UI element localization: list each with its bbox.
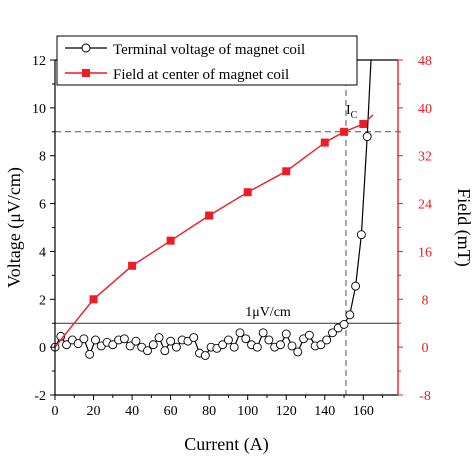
- threshold-label: 1μV/cm: [245, 305, 291, 320]
- y-left-tick-label: 4: [39, 245, 46, 260]
- y-right-tick-label: -8: [419, 389, 431, 404]
- voltage-point: [351, 281, 361, 291]
- annotations: IC 1μV/cm: [245, 103, 357, 320]
- x-tick-label: 120: [276, 404, 297, 419]
- voltage-point: [171, 342, 181, 352]
- field-point: [340, 127, 349, 136]
- voltage-point: [189, 333, 199, 343]
- voltage-point: [287, 341, 297, 351]
- voltage-point: [131, 336, 141, 346]
- y-right-tick-label: 8: [422, 293, 429, 308]
- x-tick-label: 0: [52, 404, 59, 419]
- y-right-axis-title: Field (mT): [453, 188, 474, 267]
- y-right-tick-label: 16: [418, 245, 432, 260]
- voltage-point: [276, 340, 285, 350]
- voltage-point: [264, 335, 274, 345]
- voltage-point: [200, 351, 210, 360]
- field-point: [128, 261, 137, 270]
- voltage-point: [143, 346, 152, 356]
- ic-label-main: I: [346, 103, 351, 118]
- voltage-point: [241, 334, 251, 344]
- x-tick-label: 20: [87, 404, 101, 419]
- voltage-point: [235, 328, 245, 338]
- x-tick-label: 40: [125, 404, 139, 419]
- y-left-tick-label: -2: [34, 389, 46, 404]
- field-point: [205, 211, 214, 220]
- y-left-tick-label: 2: [39, 293, 46, 308]
- field-point: [243, 188, 252, 197]
- legend-field-marker: [82, 69, 90, 77]
- y-left-axis-title: Voltage (μV/cm): [4, 167, 25, 288]
- voltage-point: [293, 347, 303, 357]
- ic-label-subscript: C: [351, 110, 358, 121]
- legend: Terminal voltage of magnet coil Field at …: [56, 35, 358, 86]
- legend-voltage-label: Terminal voltage of magnet coil: [113, 42, 305, 58]
- y-left-tick-label: 10: [32, 102, 46, 117]
- x-tick-label: 80: [202, 404, 216, 419]
- y-right-tick-label: 48: [418, 54, 432, 69]
- legend-box: [56, 35, 358, 86]
- y-left-tick-label: 8: [39, 150, 46, 165]
- voltage-point: [316, 340, 326, 350]
- voltage-point: [62, 340, 72, 350]
- voltage-point: [258, 328, 268, 338]
- voltage-point: [252, 342, 262, 352]
- legend-field-label: Field at center of magnet coil: [113, 67, 289, 83]
- voltage-point: [218, 340, 228, 350]
- series-field-center: [54, 114, 374, 348]
- x-tick-label: 100: [237, 404, 258, 419]
- series-terminal-voltage: [50, 59, 372, 360]
- voltage-point: [73, 339, 83, 349]
- voltage-point: [148, 340, 158, 350]
- x-axis-title: Current (A): [184, 434, 268, 455]
- voltage-point: [281, 329, 291, 339]
- voltage-point: [322, 335, 332, 345]
- voltage-point: [339, 319, 349, 329]
- field-point: [89, 295, 98, 304]
- y-left-tick-label: 0: [39, 341, 46, 356]
- voltage-point: [160, 346, 170, 356]
- voltage-point: [85, 349, 95, 359]
- voltage-point: [119, 334, 129, 344]
- voltage-point: [125, 341, 135, 351]
- y-left-tick-label: 12: [32, 54, 46, 69]
- voltage-point: [362, 132, 372, 142]
- voltage-point: [91, 335, 100, 345]
- voltage-point: [223, 335, 233, 345]
- y-right-tick-label: 40: [418, 102, 432, 117]
- voltage-point: [108, 340, 118, 350]
- field-point: [359, 120, 368, 129]
- y-right-tick-label: 32: [418, 150, 432, 165]
- x-tick-label: 160: [353, 404, 374, 419]
- y-right-tick-label: 24: [418, 198, 432, 213]
- field-point: [320, 138, 329, 147]
- voltage-point: [328, 328, 337, 338]
- field-point: [166, 236, 175, 245]
- y-right-tick-label: 0: [422, 341, 429, 356]
- voltage-point: [154, 333, 164, 343]
- voltage-point: [79, 334, 89, 344]
- voltage-point: [345, 310, 355, 320]
- voltage-point: [304, 330, 314, 340]
- x-tick-label: 60: [164, 404, 178, 419]
- legend-voltage-marker: [81, 43, 91, 53]
- x-tick-label: 140: [314, 404, 335, 419]
- voltage-point: [229, 342, 239, 352]
- y-left-tick-label: 6: [39, 198, 46, 213]
- ic-label: IC: [346, 103, 358, 121]
- voltage-point: [356, 230, 366, 240]
- field-point: [282, 167, 291, 176]
- voltage-point: [166, 336, 176, 346]
